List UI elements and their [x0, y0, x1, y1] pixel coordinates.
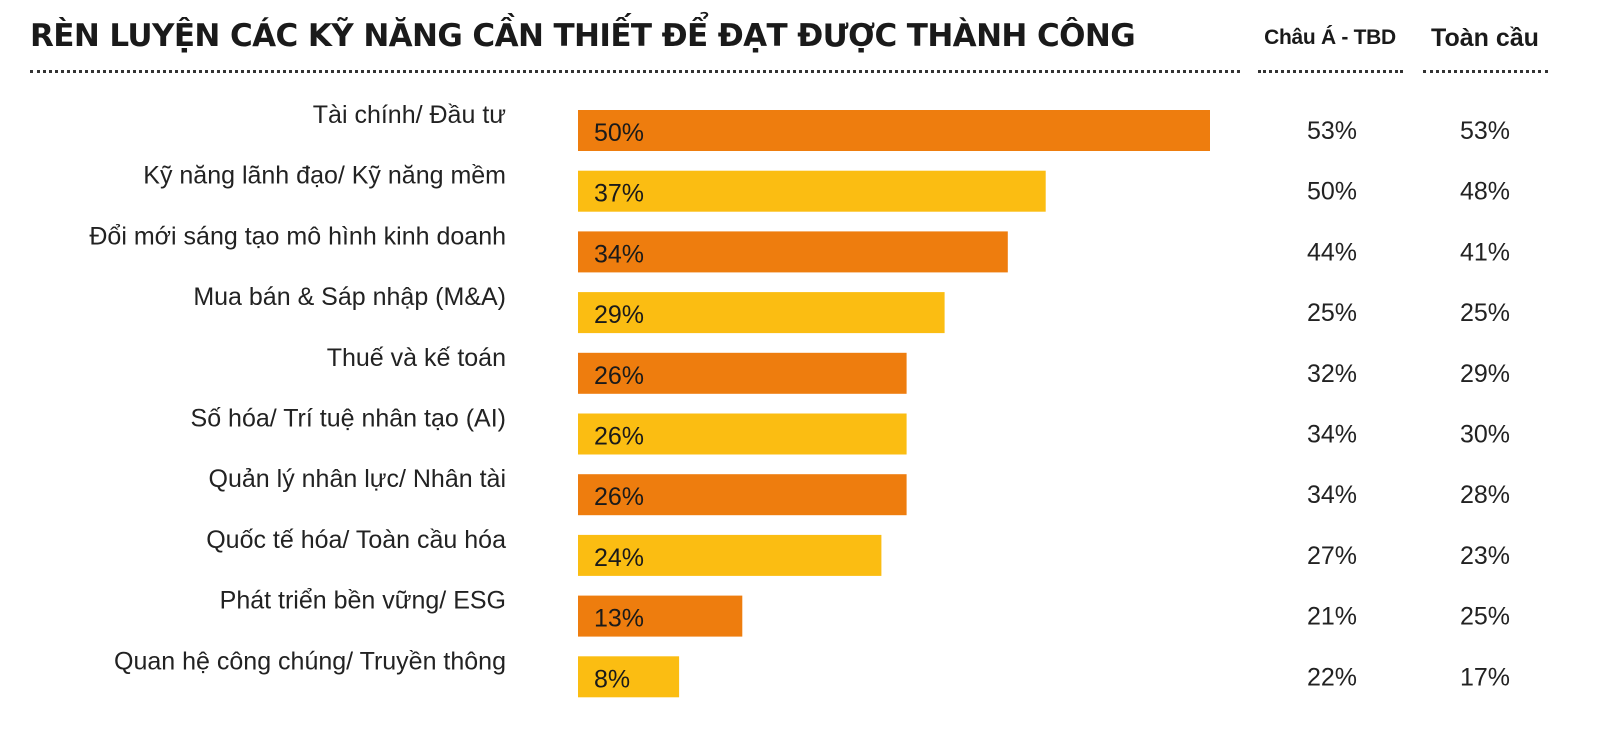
bar [578, 656, 680, 698]
asia-pacific-value: 21% [1307, 603, 1357, 631]
category-label: Quan hệ công chúng/ Truyền thông [114, 647, 506, 675]
category-label: Quản lý nhân lực/ Nhân tài [209, 465, 506, 493]
global-value: 28% [1460, 481, 1510, 509]
global-value: 30% [1460, 421, 1510, 449]
column-header-global: Toàn cầu [1431, 24, 1539, 52]
category-label: Thuế và kế toán [327, 344, 506, 372]
bar [578, 413, 907, 455]
bar-value-label: 13% [594, 605, 644, 633]
bar-value-label: 34% [594, 240, 644, 268]
bar [578, 231, 1008, 273]
asia-pacific-value: 50% [1307, 178, 1357, 206]
asia-column-divider [1258, 70, 1403, 73]
bar [578, 352, 907, 394]
asia-pacific-value: 27% [1307, 542, 1357, 570]
category-label: Số hóa/ Trí tuệ nhân tạo (AI) [191, 405, 506, 433]
asia-pacific-value: 53% [1307, 117, 1357, 145]
global-value: 48% [1460, 178, 1510, 206]
bar-value-label: 26% [594, 483, 644, 511]
global-value: 29% [1460, 360, 1510, 388]
bar-value-label: 8% [594, 665, 630, 693]
bar-value-label: 37% [594, 180, 644, 208]
global-value: 25% [1460, 603, 1510, 631]
category-label: Phát triển bền vững/ ESG [220, 587, 506, 615]
global-value: 17% [1460, 663, 1510, 691]
asia-pacific-value: 25% [1307, 299, 1357, 327]
bar-value-label: 24% [594, 544, 644, 572]
asia-pacific-value: 22% [1307, 663, 1357, 691]
bar-value-label: 29% [594, 301, 644, 329]
title-divider [30, 70, 1240, 73]
category-label: Tài chính/ Đầu tư [313, 101, 506, 129]
asia-pacific-value: 34% [1307, 421, 1357, 449]
category-label: Đổi mới sáng tạo mô hình kinh doanh [89, 222, 506, 250]
global-value: 53% [1460, 117, 1510, 145]
column-header-asia-pacific: Châu Á - TBD [1264, 26, 1396, 49]
category-label: Kỹ năng lãnh đạo/ Kỹ năng mềm [143, 162, 506, 190]
bar-value-label: 26% [594, 423, 644, 451]
bar-value-label: 50% [594, 119, 644, 147]
bar-value-label: 26% [594, 362, 644, 390]
asia-pacific-value: 32% [1307, 360, 1357, 388]
global-value: 23% [1460, 542, 1510, 570]
category-label: Quốc tế hóa/ Toàn cầu hóa [206, 526, 506, 554]
bar [578, 595, 743, 637]
asia-pacific-value: 44% [1307, 238, 1357, 266]
bar [578, 170, 1046, 212]
global-value: 41% [1460, 238, 1510, 266]
asia-pacific-value: 34% [1307, 481, 1357, 509]
global-value: 25% [1460, 299, 1510, 327]
global-column-divider [1423, 70, 1548, 73]
bar [578, 110, 1210, 151]
chart-title: RÈN LUYỆN CÁC KỸ NĂNG CẦN THIẾT ĐỂ ĐẠT Đ… [30, 18, 1136, 54]
bar [578, 292, 945, 334]
category-label: Mua bán & Sáp nhập (M&A) [193, 283, 506, 311]
bar [578, 474, 907, 516]
bar [578, 534, 882, 576]
